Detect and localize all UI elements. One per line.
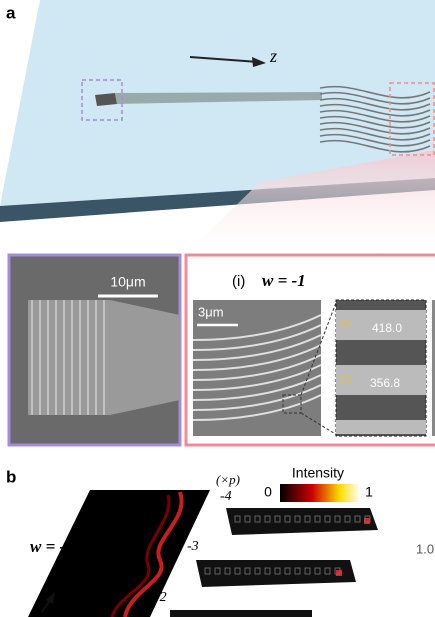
waveguide-port [234, 515, 241, 523]
waveguide-port [264, 567, 271, 575]
waveguide-port [284, 567, 291, 575]
waveguide-port [304, 567, 311, 575]
waveguide-port [334, 567, 341, 575]
waveguide-port [264, 515, 271, 523]
waveguide-port [324, 515, 331, 523]
colorbar-min: 0 [264, 484, 272, 500]
w-label: w = -1 [262, 271, 306, 290]
waveguide-array [170, 508, 378, 617]
panel-label: b [6, 467, 16, 486]
waveguide-port [294, 515, 301, 523]
waveguide-port [354, 515, 361, 523]
waveguide-port [334, 515, 341, 523]
waveguide-port [294, 567, 301, 575]
scale-bar: 10μm [110, 274, 145, 290]
axis-label: z [269, 46, 277, 66]
tick-label: -3 [187, 539, 199, 554]
axis-unit: (×p) [216, 472, 240, 487]
waveguide-port [344, 515, 351, 523]
panel-label: a [6, 3, 16, 22]
waveguide-port [324, 567, 331, 575]
waveguide-port [284, 515, 291, 523]
waveguide-port [364, 515, 371, 523]
chip-slab [0, 0, 435, 255]
waveguide-port [254, 515, 261, 523]
colorbar [280, 484, 360, 502]
waveguide-port [304, 515, 311, 523]
colorbar-title: Intensity [292, 465, 344, 481]
waveguide-port [254, 567, 261, 575]
waveguide-port [244, 515, 251, 523]
width-label: 418.0 [372, 321, 402, 335]
colorbar-max: 1 [365, 484, 373, 500]
axis-label: z [56, 582, 62, 596]
width-label: 356.8 [370, 376, 400, 390]
waveguide-port [274, 567, 281, 575]
waveguide-port [314, 515, 321, 523]
waveguide-port [274, 515, 281, 523]
material-label: Cr [340, 317, 353, 331]
material-label: Cr [340, 372, 353, 386]
waveguide-port [234, 567, 241, 575]
side-text: 1.0 [416, 541, 434, 556]
tick-label: -4 [220, 489, 232, 504]
waveguide-port [314, 567, 321, 575]
waveguide-port [204, 567, 211, 575]
waveguide-port [214, 567, 221, 575]
waveguide-port [224, 567, 231, 575]
tick-label: -2 [155, 590, 167, 605]
scale-bar: 3μm [198, 304, 224, 319]
w-label: w = -1 [30, 537, 74, 556]
index: (i) [232, 273, 245, 290]
waveguide-port [244, 567, 251, 575]
